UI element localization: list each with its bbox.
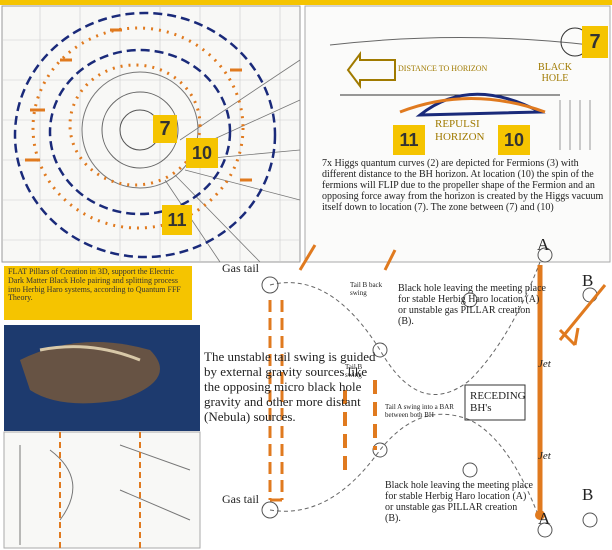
label: BLACK HOLE [535,62,575,84]
label-box: 7 [153,115,177,143]
orange-arrow [560,285,605,345]
page: 7 10 11 7 DISTANCE TO HORIZON BLACK HOLE… [0,0,612,550]
label: Black hole leaving the meeting place for… [385,480,535,524]
label: B [582,272,593,291]
label: Black hole leaving the meeting place for… [398,283,548,327]
label: Jet [538,450,551,462]
pillars-panel [4,325,200,548]
label-box: 7 [582,26,608,58]
caption-box: FLAT Pillars of Creation in 3D, support … [4,266,192,320]
label-box: 10 [498,125,530,155]
label: B [582,486,593,505]
label: Tail B back swing [350,282,388,297]
description: The unstable tail swing is guided by ext… [204,350,384,425]
caption: 7x Higgs quantum curves (2) are depicted… [322,158,607,213]
small-diagram [4,432,200,548]
label: Gas tail [222,262,262,275]
label-box: 10 [186,138,218,168]
label: A [538,510,550,529]
label-box: 11 [162,205,192,235]
bh-node [463,463,477,477]
bh-node [583,513,597,527]
label: Jet [538,358,551,370]
label: DISTANCE TO HORIZON [398,65,487,74]
spiral-panel [2,6,300,262]
panel-frame [2,6,300,262]
top-bar [0,0,612,5]
label: A [537,236,549,255]
label: HORIZON [435,131,485,143]
label: RECEDING BH's [470,390,530,414]
label: REPULSI [435,118,480,130]
label-box: 11 [393,125,425,155]
label: Tail A swing into a BAR between both BH [385,404,465,419]
label: Gas tail [222,493,262,506]
